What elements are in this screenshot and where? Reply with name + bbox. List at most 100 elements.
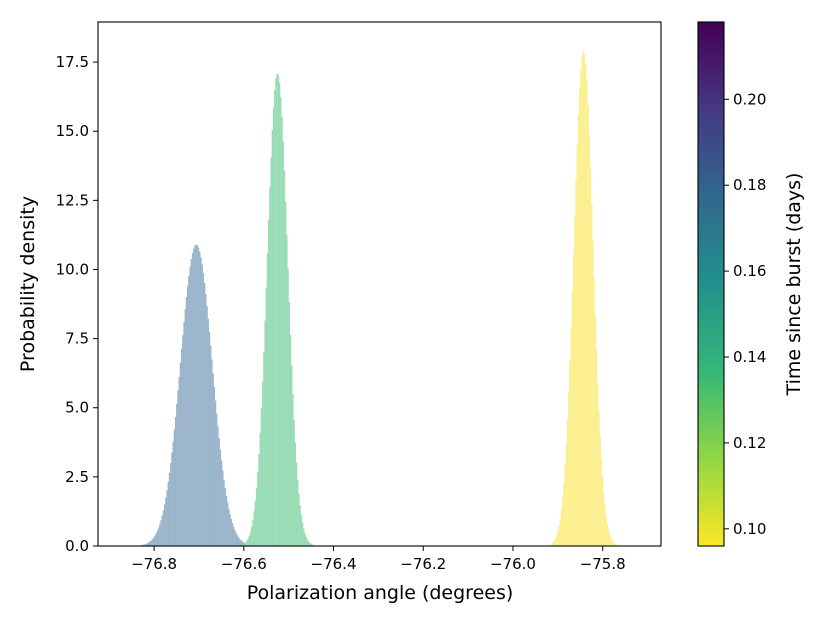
histogram-bar [603, 493, 605, 546]
histogram-bar [586, 81, 588, 547]
histogram-bar [292, 394, 294, 546]
histogram-bar [261, 381, 264, 546]
histogram-bar [610, 537, 612, 546]
colorbar-tick-label: 0.10 [733, 520, 766, 538]
histogram-bar [203, 283, 206, 546]
histogram-bar [594, 315, 597, 546]
x-tick-label: −75.8 [580, 555, 626, 573]
histogram-bar [275, 78, 277, 546]
histogram-bar [577, 114, 580, 547]
histogram-bar [143, 544, 145, 546]
histogram-bar [568, 391, 570, 546]
histogram-bar [309, 542, 311, 546]
histogram-bar [218, 438, 220, 546]
histogram-bar [226, 502, 229, 546]
histogram-bar [266, 253, 269, 547]
histogram-bar [208, 331, 211, 546]
y-tick-label: 2.5 [65, 468, 89, 486]
histogram-bar [191, 253, 194, 546]
histogram-bar [189, 266, 191, 546]
histogram-bar [260, 408, 263, 546]
histogram-bar [311, 544, 313, 546]
histogram-bar [214, 400, 217, 546]
histogram-bar [157, 527, 160, 546]
histogram-bar [219, 449, 222, 546]
histogram-bar [234, 530, 236, 546]
histogram-bar [280, 97, 282, 546]
histogram-bar [601, 477, 604, 546]
histogram-bar [565, 444, 567, 546]
y-tick-label: 15.0 [56, 122, 89, 140]
histogram-bar [229, 514, 231, 546]
histogram-bar [265, 287, 267, 546]
histogram-bar [557, 531, 559, 546]
histogram-bar [595, 349, 598, 546]
histogram-bar [255, 487, 258, 546]
histogram-bar [211, 359, 213, 546]
histogram-bar [195, 244, 197, 547]
histogram-bar [159, 524, 161, 546]
histogram-bar [240, 540, 242, 546]
axes-frame [97, 21, 662, 547]
histogram-bar [264, 320, 266, 546]
histogram-bar [178, 376, 180, 546]
histogram-bar [251, 526, 253, 546]
y-tick-label: 7.5 [65, 330, 89, 348]
histogram-bar [145, 543, 148, 546]
histogram-bar [582, 51, 584, 546]
histogram-bar [196, 245, 199, 546]
histogram-bar [166, 490, 168, 546]
histogram-bar [182, 335, 184, 546]
histogram-bar [587, 105, 589, 546]
histogram-bar [161, 515, 163, 546]
histogram-bar [566, 419, 569, 546]
histogram-bar [564, 465, 566, 546]
histogram-bar [281, 116, 283, 547]
histogram-bar [282, 141, 284, 546]
colorbar-tick-label: 0.12 [733, 434, 766, 452]
histogram-bar [569, 360, 571, 546]
histogram-bar [560, 509, 563, 546]
colorbar-tick-label: 0.18 [733, 176, 766, 194]
y-tick-label: 12.5 [56, 191, 89, 209]
histogram-bar [608, 529, 610, 546]
histogram-bar [205, 294, 207, 546]
x-tick-label: −76.2 [400, 555, 446, 573]
histogram-bar [246, 540, 248, 546]
histogram-bar [253, 511, 255, 546]
histogram-bar [144, 544, 146, 546]
histogram-bar [297, 479, 299, 546]
histogram-bar [585, 63, 587, 546]
colorbar [697, 21, 725, 547]
histogram-bar [258, 453, 260, 546]
histogram-bar [224, 488, 226, 546]
histogram-bar [605, 515, 607, 546]
x-tick-label: −76.8 [131, 555, 177, 573]
histogram-bar [310, 543, 312, 546]
x-tick-label: −76.6 [221, 555, 267, 573]
histogram-bar [614, 543, 616, 546]
histogram-bar [160, 520, 162, 546]
histogram-bar [167, 481, 169, 546]
histogram-bar [576, 144, 578, 547]
histogram-bar [237, 537, 240, 546]
histogram-bar [303, 528, 305, 546]
histogram-bar [611, 540, 614, 546]
histogram-bar [609, 534, 611, 546]
y-tick-label: 17.5 [56, 53, 89, 71]
histogram-bar [597, 381, 599, 546]
colorbar-axis: 0.10 0.12 0.14 0.16 0.18 0.20 [724, 90, 766, 538]
histogram-bar [154, 535, 156, 546]
histogram-bar [171, 452, 173, 546]
histogram-bar [153, 537, 155, 546]
x-axis-label: Polarization angle (degrees) [247, 582, 514, 604]
histogram-bar [563, 482, 565, 546]
histogram-bar [230, 518, 232, 546]
histogram-bar [293, 419, 295, 546]
y-tick-label: 5.0 [65, 399, 89, 417]
histogram-bar [305, 536, 307, 546]
histogram-bar [274, 90, 276, 547]
histogram-bar [156, 530, 159, 546]
histogram-bar [184, 309, 186, 546]
histogram-bar [179, 362, 182, 546]
